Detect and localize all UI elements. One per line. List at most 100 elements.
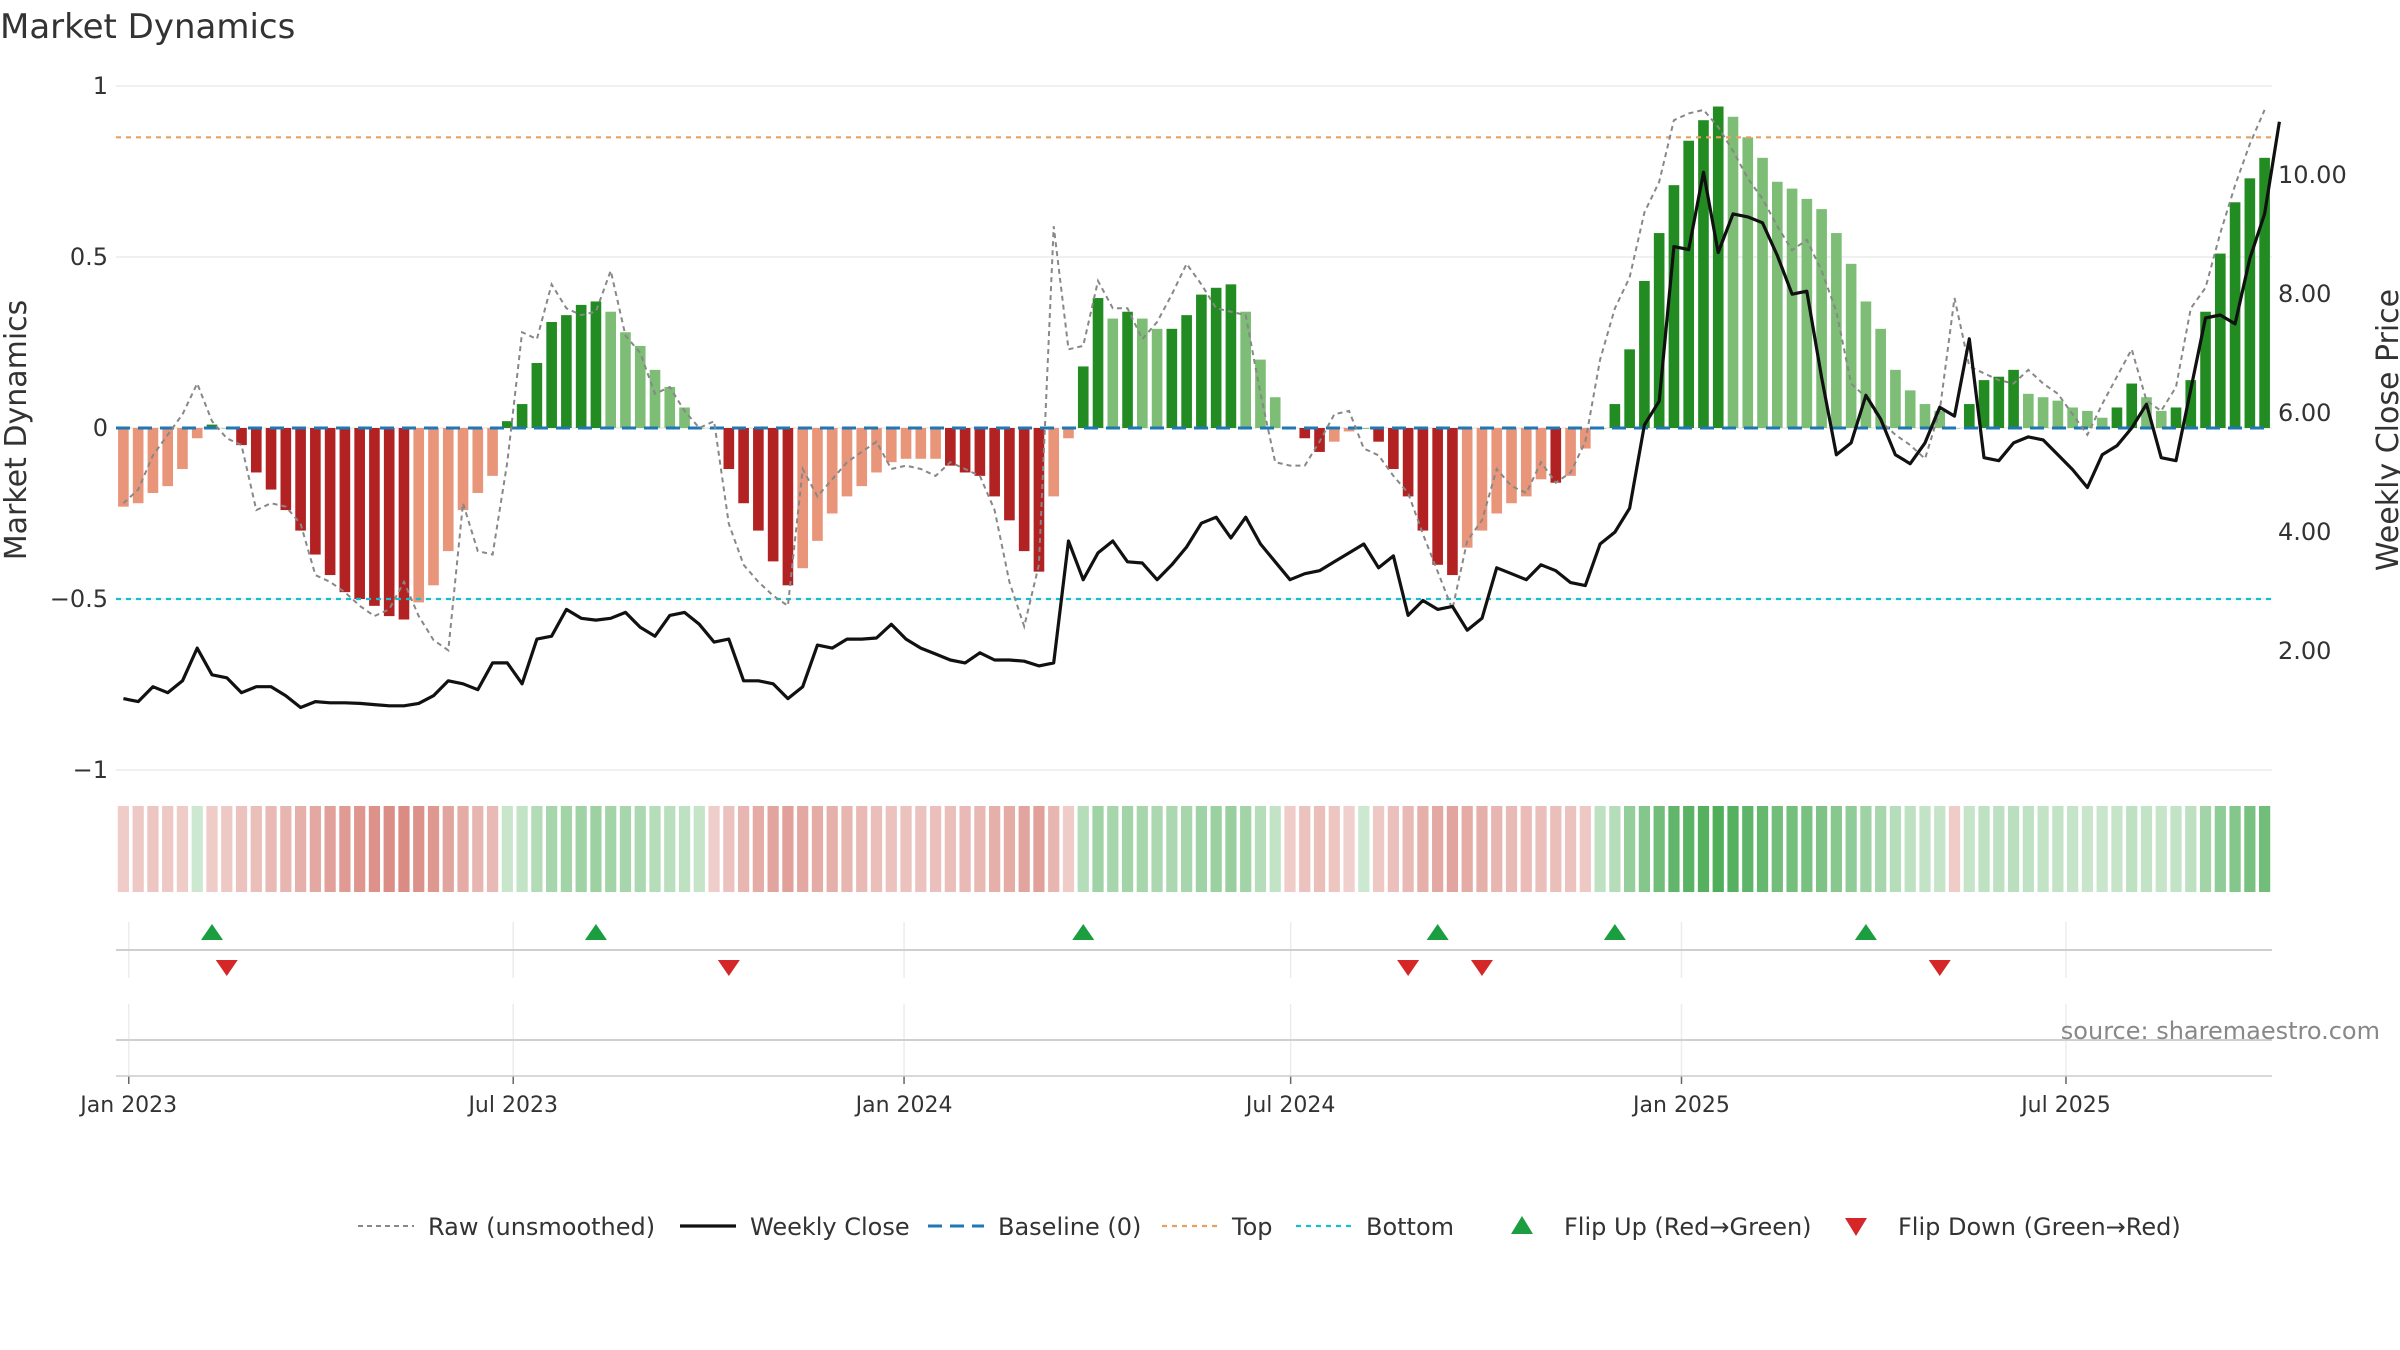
zone-cell <box>2081 806 2094 892</box>
dynamics-bar <box>2155 410 2167 428</box>
zone-cell <box>1520 806 1532 892</box>
zone-cell <box>797 806 809 892</box>
dynamics-bar <box>1151 328 1163 428</box>
flip-down-marker <box>1470 960 1493 976</box>
grid <box>116 85 2272 1076</box>
zone-cell <box>1432 806 1444 892</box>
zone-cell <box>1018 806 1030 892</box>
dynamics-bar <box>1698 120 1709 428</box>
dynamics-bar <box>1668 185 1680 428</box>
dynamics-bar <box>2185 380 2197 428</box>
zone-cell <box>2096 806 2108 892</box>
zone-cell <box>1742 806 1754 892</box>
flip-up-marker <box>1426 924 1449 940</box>
zone-cell <box>767 806 779 892</box>
dynamics-bar <box>1506 428 1517 504</box>
dynamics-bar <box>428 428 439 586</box>
y-axis-right-label: Weekly Close Price <box>2371 289 2400 571</box>
zone-cell <box>2259 806 2271 892</box>
dynamics-bar <box>546 321 557 428</box>
zone-cell <box>1328 806 1340 892</box>
zone-cell <box>959 806 971 892</box>
zone-cell <box>1284 806 1296 892</box>
zone-cell <box>265 806 277 892</box>
zone-cell <box>1092 806 1104 892</box>
zone-cell <box>2244 806 2256 892</box>
zone-cell <box>1033 806 1045 892</box>
zone-cell <box>1889 806 1902 892</box>
axes: 1 0.5 0 −0.5 −1 10.00 8.00 6.00 4.00 2.00 Jan 2023… <box>50 72 2347 1118</box>
dynamics-bar <box>900 428 912 459</box>
dynamics-bar <box>1565 428 1576 476</box>
zone-cell <box>1417 806 1429 892</box>
dynamics-bar <box>1963 404 1975 428</box>
dynamics-bar <box>1653 233 1665 428</box>
flip-up-marker <box>584 924 607 940</box>
zone-cell <box>1210 806 1222 892</box>
dynamics-bar <box>1639 280 1650 428</box>
dynamics-bar <box>1004 428 1015 521</box>
dynamics-bar <box>516 404 528 428</box>
dynamics-bar <box>1033 428 1045 572</box>
zone-cell <box>1564 806 1577 892</box>
zone-cell <box>1934 806 1946 892</box>
legend-item-top: Top <box>1162 1213 1273 1241</box>
zone-cell <box>2170 806 2182 892</box>
zone-cell <box>1594 806 1606 892</box>
bar-series <box>118 106 2270 620</box>
dynamics-bar <box>2141 397 2152 428</box>
raw-unsmoothed-line <box>122 108 2266 653</box>
legend-label: Bottom <box>1366 1213 1454 1241</box>
dynamics-bar <box>1890 369 1901 428</box>
dynamics-bar <box>310 428 321 555</box>
dynamics-bar <box>398 428 410 620</box>
zone-cell <box>664 806 676 892</box>
dynamics-bar <box>1771 181 1783 428</box>
zone-cell <box>1476 806 1488 892</box>
zone-cell <box>1491 806 1503 892</box>
dynamics-bar <box>2259 157 2270 428</box>
dynamics-bar <box>797 428 808 569</box>
zone-cell <box>1579 806 1591 892</box>
zone-cell <box>1683 806 1695 892</box>
flip-up-marker <box>1072 924 1095 940</box>
dynamics-bar <box>1181 315 1192 428</box>
zone-cell <box>1697 806 1710 892</box>
dynamics-bar <box>1417 428 1429 531</box>
zone-cell <box>1195 806 1207 892</box>
dynamics-bar <box>1904 390 1916 428</box>
legend-item-raw: Raw (unsmoothed) <box>358 1213 655 1241</box>
y-left-tick-label: 0 <box>93 414 108 442</box>
zone-cell <box>1756 806 1769 892</box>
dynamics-bar <box>1343 428 1355 432</box>
legend-label: Weekly Close <box>750 1213 910 1241</box>
zone-cell <box>1240 806 1252 892</box>
dynamics-bar <box>1978 380 1990 428</box>
zone-cell <box>841 806 853 892</box>
zone-cell <box>427 806 440 892</box>
dynamics-bar <box>1048 428 1060 497</box>
zone-strip <box>117 806 2271 892</box>
legend-label: Baseline (0) <box>998 1213 1141 1241</box>
zone-cell <box>117 806 129 892</box>
zone-cell <box>2067 806 2079 892</box>
x-tick-label: Jul 2024 <box>1244 1093 1336 1118</box>
zone-cell <box>1446 806 1459 892</box>
zone-cell <box>590 806 602 892</box>
zone-cell <box>354 806 366 892</box>
dynamics-bar <box>502 421 513 428</box>
dynamics-bar <box>1934 410 1946 428</box>
source-watermark: source: sharemaestro.com <box>2061 1017 2380 1045</box>
dynamics-bar <box>1875 328 1886 428</box>
dynamics-bar <box>1786 188 1798 428</box>
legend-label: Top <box>1231 1213 1273 1241</box>
dynamics-bar <box>826 428 838 514</box>
dynamics-bar <box>118 428 129 507</box>
dynamics-bar <box>2170 407 2182 428</box>
dynamics-bar <box>442 428 454 552</box>
zone-cell <box>1372 806 1385 892</box>
zone-cell <box>1904 806 1916 892</box>
dynamics-bar <box>2096 417 2108 428</box>
dynamics-bar <box>915 428 927 459</box>
